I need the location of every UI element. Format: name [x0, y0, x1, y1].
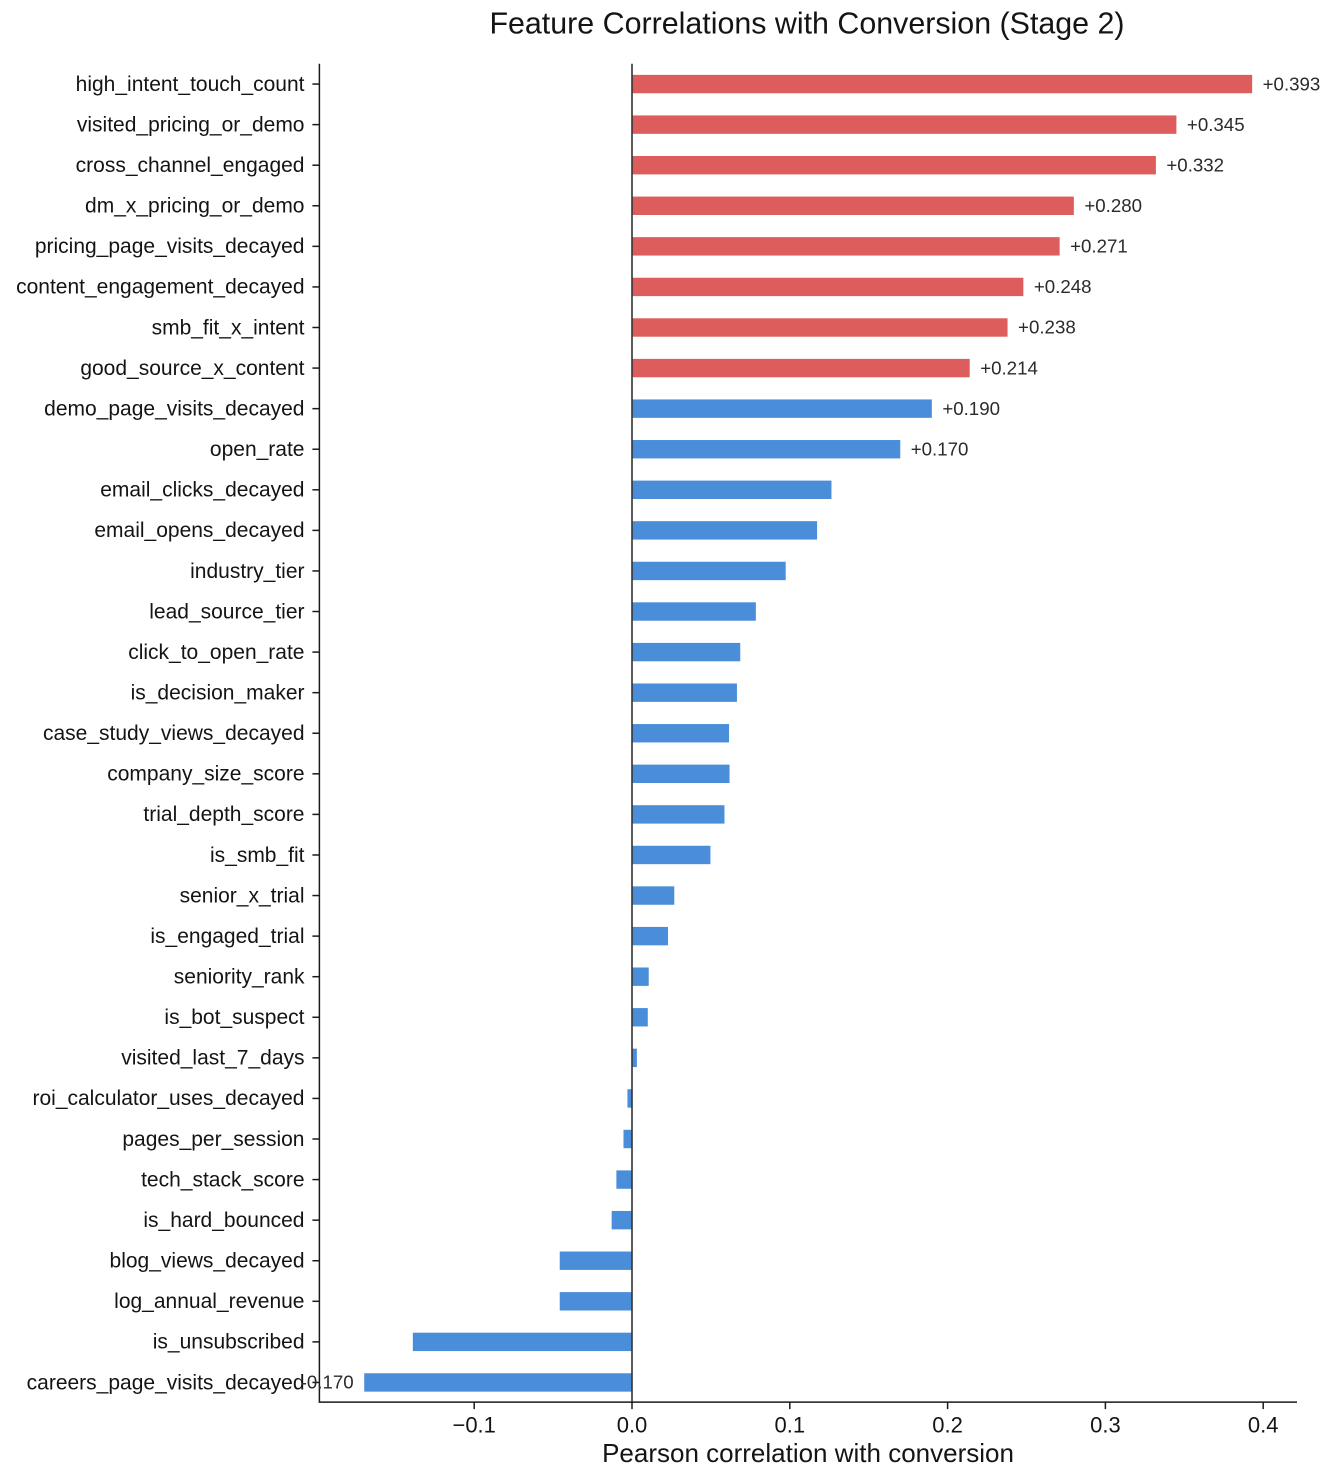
svg-text:roi_calculator_uses_decayed: roi_calculator_uses_decayed — [32, 1087, 304, 1110]
svg-text:click_to_open_rate: click_to_open_rate — [128, 641, 304, 664]
svg-text:0.1: 0.1 — [775, 1413, 806, 1438]
svg-text:-0.170: -0.170 — [301, 1372, 354, 1393]
svg-text:visited_pricing_or_demo: visited_pricing_or_demo — [77, 113, 305, 136]
svg-text:smb_fit_x_intent: smb_fit_x_intent — [152, 316, 305, 339]
svg-text:0.2: 0.2 — [932, 1413, 963, 1438]
svg-text:high_intent_touch_count: high_intent_touch_count — [76, 73, 305, 96]
svg-text:dm_x_pricing_or_demo: dm_x_pricing_or_demo — [85, 195, 304, 218]
svg-text:careers_page_visits_decayed: careers_page_visits_decayed — [27, 1371, 305, 1394]
svg-text:open_rate: open_rate — [210, 438, 305, 461]
svg-text:case_study_views_decayed: case_study_views_decayed — [43, 722, 305, 745]
svg-text:company_size_score: company_size_score — [107, 763, 304, 786]
svg-text:−0.1: −0.1 — [452, 1413, 495, 1438]
svg-text:is_bot_suspect: is_bot_suspect — [164, 1006, 304, 1029]
svg-text:+0.271: +0.271 — [1070, 236, 1128, 257]
svg-text:+0.190: +0.190 — [942, 398, 1000, 419]
svg-text:is_decision_maker: is_decision_maker — [131, 681, 305, 704]
svg-text:email_clicks_decayed: email_clicks_decayed — [100, 479, 304, 502]
svg-text:0.0: 0.0 — [617, 1413, 648, 1438]
svg-text:trial_depth_score: trial_depth_score — [143, 803, 304, 826]
svg-text:0.3: 0.3 — [1090, 1413, 1121, 1438]
svg-text:pricing_page_visits_decayed: pricing_page_visits_decayed — [35, 235, 305, 258]
svg-text:content_engagement_decayed: content_engagement_decayed — [16, 276, 304, 299]
svg-text:Pearson correlation with conve: Pearson correlation with conversion — [602, 1438, 1014, 1468]
svg-text:+0.214: +0.214 — [980, 357, 1038, 378]
svg-text:log_annual_revenue: log_annual_revenue — [114, 1290, 304, 1313]
svg-text:blog_views_decayed: blog_views_decayed — [110, 1250, 305, 1273]
svg-text:Feature Correlations with Conv: Feature Correlations with Conversion (St… — [489, 7, 1124, 41]
svg-text:seniority_rank: seniority_rank — [174, 966, 305, 989]
svg-text:+0.345: +0.345 — [1187, 114, 1245, 135]
svg-text:is_unsubscribed: is_unsubscribed — [153, 1331, 305, 1354]
svg-text:is_engaged_trial: is_engaged_trial — [150, 925, 304, 948]
svg-text:+0.238: +0.238 — [1018, 317, 1076, 338]
svg-text:cross_channel_engaged: cross_channel_engaged — [76, 154, 305, 177]
svg-text:+0.248: +0.248 — [1034, 276, 1092, 297]
svg-text:visited_last_7_days: visited_last_7_days — [121, 1047, 304, 1070]
svg-text:tech_stack_score: tech_stack_score — [141, 1168, 304, 1191]
svg-text:is_smb_fit: is_smb_fit — [210, 844, 305, 867]
svg-text:+0.332: +0.332 — [1166, 154, 1224, 175]
svg-text:+0.393: +0.393 — [1263, 73, 1321, 94]
svg-text:demo_page_visits_decayed: demo_page_visits_decayed — [44, 397, 304, 420]
svg-text:industry_tier: industry_tier — [190, 560, 304, 583]
svg-text:+0.280: +0.280 — [1084, 195, 1142, 216]
svg-text:is_hard_bounced: is_hard_bounced — [143, 1209, 304, 1232]
svg-text:lead_source_tier: lead_source_tier — [149, 600, 304, 623]
svg-text:email_opens_decayed: email_opens_decayed — [94, 519, 304, 542]
svg-text:senior_x_trial: senior_x_trial — [180, 884, 305, 907]
svg-text:pages_per_session: pages_per_session — [122, 1128, 304, 1151]
svg-text:0.4: 0.4 — [1248, 1413, 1279, 1438]
svg-text:good_source_x_content: good_source_x_content — [80, 357, 304, 380]
svg-text:+0.170: +0.170 — [911, 438, 969, 459]
